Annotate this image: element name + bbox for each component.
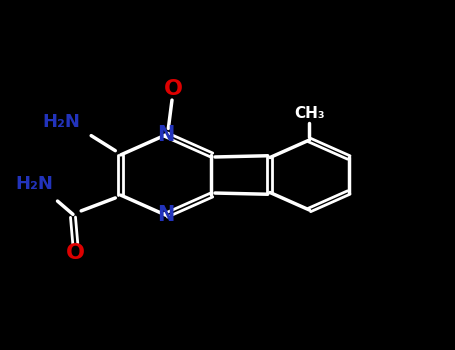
Text: N: N: [157, 125, 175, 145]
Text: O: O: [66, 243, 85, 263]
Text: H₂N: H₂N: [43, 113, 81, 131]
Text: O: O: [163, 79, 182, 99]
Text: H₂N: H₂N: [16, 175, 54, 193]
Text: CH₃: CH₃: [294, 106, 325, 121]
Text: N: N: [157, 205, 175, 225]
